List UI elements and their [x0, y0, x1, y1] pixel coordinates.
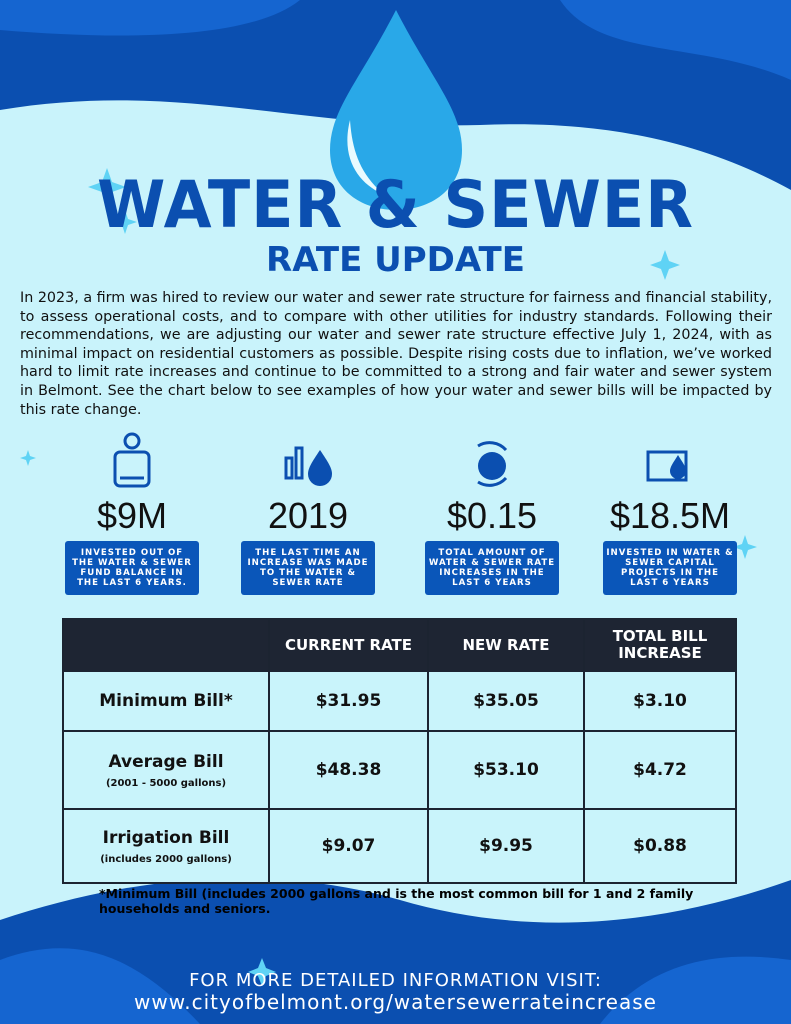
cell: $53.10 — [427, 730, 585, 810]
column-header: TOTAL BILL INCREASE — [583, 618, 737, 672]
cell: $0.88 — [583, 808, 737, 884]
footnote: *Minimum Bill (includes 2000 gallons and… — [99, 886, 694, 916]
row-name: Average Bill — [108, 751, 224, 772]
corner — [62, 618, 270, 672]
row-name: Minimum Bill* — [99, 691, 233, 711]
stat-label: TOTAL AMOUNT OF WATER & SEWER RATE INCRE… — [425, 541, 559, 595]
stat-label: THE LAST TIME AN INCREASE WAS MADE TO TH… — [241, 541, 375, 595]
stat-value: $0.15 — [446, 495, 538, 536]
column-header: NEW RATE — [427, 618, 585, 672]
table-row: Average Bill (2001 - 5000 gallons) $48.38 $… — [62, 730, 737, 810]
row-label: Irrigation Bill (includes 2000 gallons) — [62, 808, 270, 884]
cell: $9.07 — [268, 808, 429, 884]
cell: $31.95 — [268, 670, 429, 732]
cell: $48.38 — [268, 730, 429, 810]
stat: 2019 THE LAST TIME AN INCREASE WAS MADE T… — [223, 495, 393, 595]
stat-value: $18.5M — [609, 495, 731, 536]
cell: $3.10 — [583, 670, 737, 732]
stat: $9M INVESTED OUT OF THE WATER & SEWER FUN… — [47, 495, 217, 595]
intro: In 2023, a firm was hired to review our … — [20, 290, 772, 418]
table-row: Irrigation Bill (includes 2000 gallons) $9… — [62, 808, 737, 884]
stat: $0.15 TOTAL AMOUNT OF WATER & SEWER RATE … — [407, 495, 577, 595]
row-note: (2001 - 5000 gallons) — [105, 777, 227, 789]
stat-value: $9M — [96, 495, 168, 536]
row-note: (includes 2000 gallons) — [100, 853, 232, 865]
row-label: Average Bill (2001 - 5000 gallons) — [62, 730, 270, 810]
cell: $4.72 — [583, 730, 737, 810]
title: WATER & SEWER — [97, 166, 694, 243]
rate-table: CURRENT RATE NEW RATE TOTAL BILL INCREASE … — [62, 618, 737, 884]
stat-label: INVESTED OUT OF THE WATER & SEWER FUND B… — [65, 541, 199, 595]
cell: $35.05 — [427, 670, 585, 732]
footer-line: FOR MORE DETAILED INFORMATION VISIT: — [189, 970, 602, 991]
row-name: Irrigation Bill — [102, 827, 230, 848]
subtitle: RATE UPDATE — [266, 240, 525, 280]
stat: $18.5M INVESTED IN WATER & SEWER CAPITAL … — [585, 495, 755, 595]
row-label: Minimum Bill* — [62, 670, 270, 732]
cell: $9.95 — [427, 808, 585, 884]
stat-label: INVESTED IN WATER & SEWER CAPITAL PROJEC… — [603, 541, 737, 595]
table-row: Minimum Bill* $31.95 $35.05 $3.10 — [62, 670, 737, 732]
footer-url[interactable]: www.cityofbelmont.org/watersewerrateincr… — [134, 990, 657, 1014]
column-header: CURRENT RATE — [268, 618, 429, 672]
header-row: CURRENT RATE NEW RATE TOTAL BILL INCREASE — [62, 618, 737, 672]
stat-value: 2019 — [267, 495, 349, 536]
